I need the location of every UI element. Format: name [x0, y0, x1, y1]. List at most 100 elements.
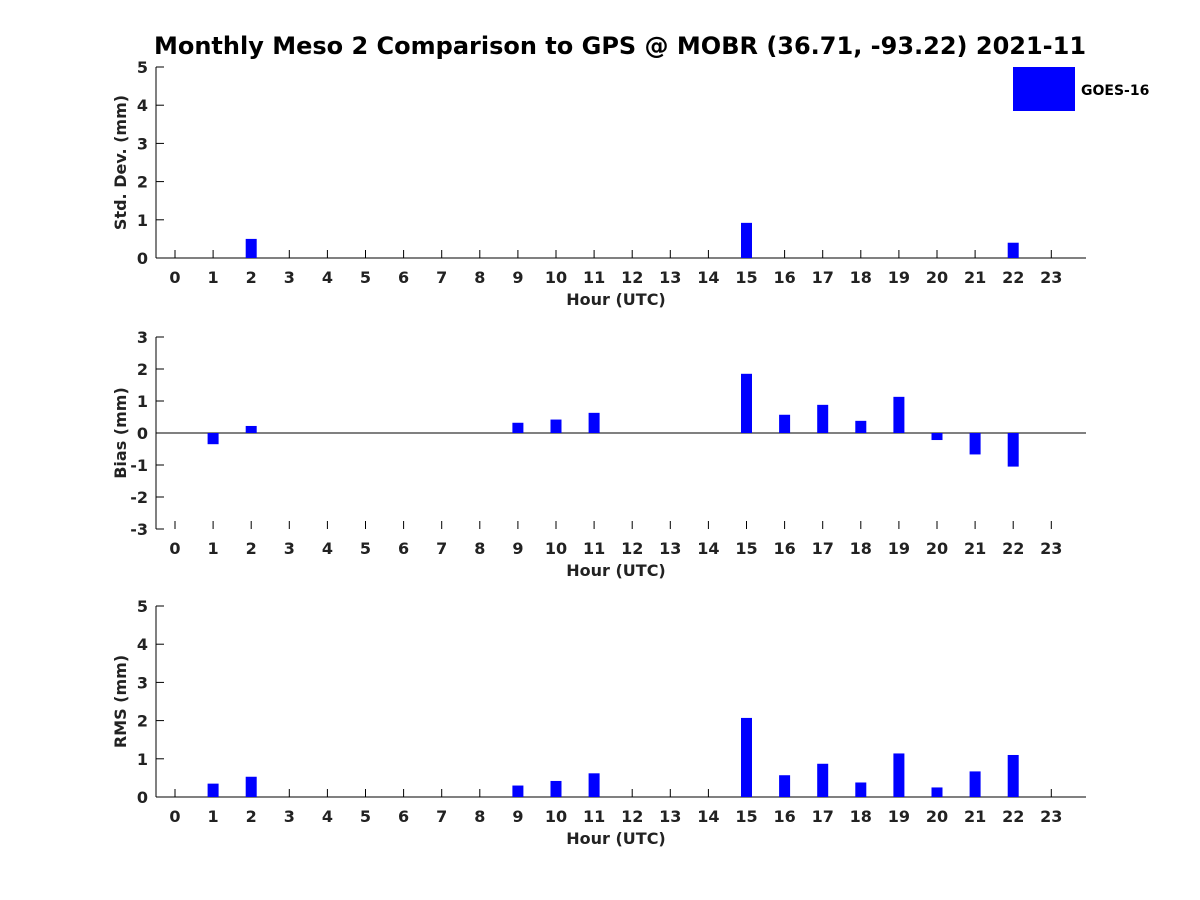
y-tick-label: 4: [137, 96, 148, 115]
bar: [893, 396, 905, 433]
y-tick-label: 3: [137, 134, 148, 153]
x-tick-label: 8: [474, 807, 485, 826]
y-tick-label: -3: [130, 520, 148, 539]
x-tick-label: 11: [583, 807, 605, 826]
y-tick-label: 2: [137, 712, 148, 731]
x-tick-label: 23: [1040, 268, 1062, 287]
y-tick-label: 4: [137, 635, 148, 654]
y-tick-label: 0: [137, 788, 148, 807]
y-tick-label: 2: [137, 360, 148, 379]
y-tick-label: 0: [137, 424, 148, 443]
bar: [1007, 433, 1019, 467]
bar: [245, 425, 257, 433]
y-tick-label: -1: [130, 456, 148, 475]
bar: [855, 420, 867, 433]
x-tick-label: 0: [169, 539, 180, 558]
x-tick-label: 11: [583, 539, 605, 558]
x-tick-label: 19: [888, 807, 910, 826]
x-tick-label: 15: [735, 807, 757, 826]
y-tick-label: 1: [137, 750, 148, 769]
bar: [741, 373, 752, 433]
x-tick-label: 20: [926, 539, 948, 558]
x-tick-label: 14: [697, 268, 719, 287]
x-tick-label: 1: [208, 807, 219, 826]
bar: [931, 433, 943, 441]
bar: [817, 404, 829, 433]
x-tick-label: 22: [1002, 807, 1024, 826]
x-tick-label: 12: [621, 807, 643, 826]
x-tick-label: 4: [322, 807, 333, 826]
x-tick-label: 4: [322, 268, 333, 287]
x-tick-label: 3: [284, 268, 295, 287]
x-tick-label: 12: [621, 268, 643, 287]
chart-title: Monthly Meso 2 Comparison to GPS @ MOBR …: [154, 32, 1086, 60]
x-tick-label: 1: [208, 539, 219, 558]
x-tick-label: 5: [360, 807, 371, 826]
x-tick-label: 15: [735, 539, 757, 558]
bar: [931, 787, 943, 797]
x-axis-label: Hour (UTC): [566, 290, 666, 309]
x-tick-label: 21: [964, 539, 986, 558]
bar: [512, 422, 524, 433]
x-tick-label: 18: [850, 268, 872, 287]
x-axis-label: Hour (UTC): [566, 829, 666, 848]
x-tick-label: 8: [474, 268, 485, 287]
y-axis-label: RMS (mm): [111, 655, 130, 748]
x-tick-label: 23: [1040, 539, 1062, 558]
y-axis-label: Std. Dev. (mm): [111, 95, 130, 230]
x-tick-label: 6: [398, 807, 409, 826]
x-tick-label: 7: [436, 807, 447, 826]
x-tick-label: 18: [850, 539, 872, 558]
x-tick-label: 14: [697, 807, 719, 826]
x-tick-label: 3: [284, 807, 295, 826]
x-tick-label: 18: [850, 807, 872, 826]
x-tick-label: 17: [812, 268, 834, 287]
bar: [512, 785, 524, 797]
legend: GOES-16: [1013, 67, 1149, 111]
x-tick-label: 9: [512, 268, 523, 287]
x-tick-label: 15: [735, 268, 757, 287]
y-tick-label: -2: [130, 488, 148, 507]
bar: [550, 780, 562, 797]
x-tick-label: 10: [545, 539, 567, 558]
x-tick-label: 14: [697, 539, 719, 558]
x-tick-label: 7: [436, 539, 447, 558]
bar: [550, 419, 562, 433]
x-tick-label: 16: [773, 539, 795, 558]
x-tick-label: 21: [964, 268, 986, 287]
x-tick-label: 10: [545, 268, 567, 287]
y-tick-label: 3: [137, 328, 148, 347]
x-tick-label: 22: [1002, 268, 1024, 287]
x-tick-label: 17: [812, 807, 834, 826]
x-tick-label: 6: [398, 268, 409, 287]
x-tick-label: 16: [773, 268, 795, 287]
x-tick-label: 3: [284, 539, 295, 558]
x-tick-label: 7: [436, 268, 447, 287]
x-tick-label: 22: [1002, 539, 1024, 558]
x-tick-label: 8: [474, 539, 485, 558]
y-tick-label: 1: [137, 392, 148, 411]
x-tick-label: 19: [888, 539, 910, 558]
bar: [893, 753, 905, 797]
y-tick-label: 5: [137, 58, 148, 77]
x-tick-label: 21: [964, 807, 986, 826]
x-tick-label: 5: [360, 539, 371, 558]
bar: [588, 412, 600, 433]
y-tick-label: 5: [137, 597, 148, 616]
bar: [969, 433, 981, 455]
x-tick-label: 1: [208, 268, 219, 287]
x-tick-label: 13: [659, 268, 681, 287]
bar: [969, 771, 981, 797]
x-tick-label: 5: [360, 268, 371, 287]
x-tick-label: 2: [246, 807, 257, 826]
x-tick-label: 0: [169, 807, 180, 826]
x-axis-label: Hour (UTC): [566, 561, 666, 580]
x-tick-label: 4: [322, 539, 333, 558]
bar: [207, 783, 219, 797]
x-tick-label: 0: [169, 268, 180, 287]
x-tick-label: 9: [512, 539, 523, 558]
